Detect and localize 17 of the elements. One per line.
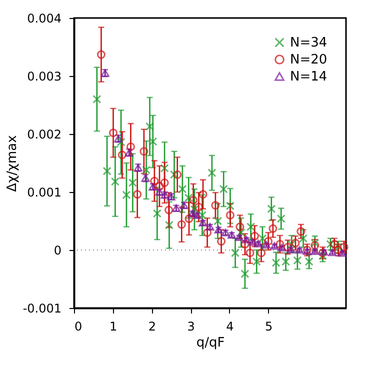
y-tick-label: -0.001	[22, 302, 62, 316]
y-tick-label: 0.004	[27, 12, 62, 26]
x-tick-label: 0	[74, 320, 82, 334]
y-axis-title: Δχ/χmax	[4, 134, 20, 192]
legend-label: N=34	[290, 36, 328, 50]
y-tick-label: 0.002	[27, 128, 62, 142]
legend-label: N=20	[290, 52, 328, 68]
legend-label: N=14	[290, 70, 328, 84]
x-tick-label: 3	[187, 320, 195, 334]
x-tick-label: 2	[148, 320, 156, 334]
y-tick-label: 0	[54, 244, 62, 258]
x-tick-label: 4	[226, 320, 234, 334]
y-tick-label: 0.003	[27, 70, 62, 84]
x-tick-label: 5	[264, 320, 273, 334]
y-tick-label: 0.001	[27, 186, 62, 200]
x-tick-label: 1	[110, 320, 118, 334]
x-axis-title: q/qF	[196, 336, 225, 350]
